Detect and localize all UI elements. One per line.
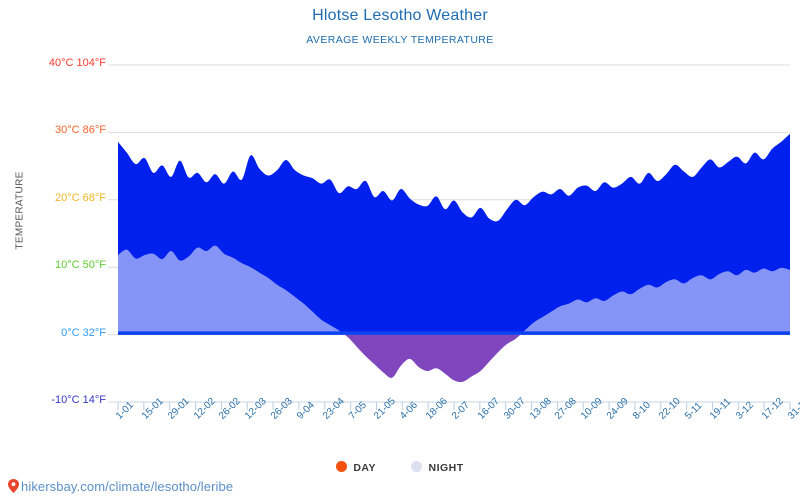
legend-item-day[interactable]: DAY (336, 461, 376, 474)
source-url: hikersbay.com/climate/lesotho/leribe (21, 479, 234, 494)
legend-label-night: NIGHT (428, 462, 464, 474)
temperature-areas (118, 133, 790, 383)
y-tick-label: 30°C 86°F (55, 124, 106, 137)
y-tick-label: 20°C 68°F (55, 191, 106, 204)
y-tick-label: -10°C 14°F (51, 394, 106, 406)
day-temperature-area (118, 133, 790, 335)
legend-item-night[interactable]: NIGHT (411, 461, 463, 474)
legend-swatch-day (336, 461, 348, 472)
legend-swatch-night (411, 461, 423, 472)
source-footer[interactable]: hikersbay.com/climate/lesotho/leribe (8, 479, 233, 496)
legend-label-day: DAY (353, 462, 377, 474)
map-pin-icon (8, 479, 19, 496)
night-temperature-area-negative (344, 334, 521, 383)
x-tick-marks (117, 402, 791, 410)
chart-legend: DAY NIGHT (0, 461, 800, 474)
y-tick-label: 0°C 32°F (61, 326, 106, 339)
y-tick-label: 40°C 104°F (48, 57, 106, 69)
chart-subtitle: AVERAGE WEEKLY TEMPERATURE (306, 34, 494, 46)
page-title: Hlotse Lesotho Weather (312, 7, 488, 24)
y-tick-label: 10°C 50°F (55, 259, 106, 272)
night-temperature-area-positive (118, 245, 790, 335)
